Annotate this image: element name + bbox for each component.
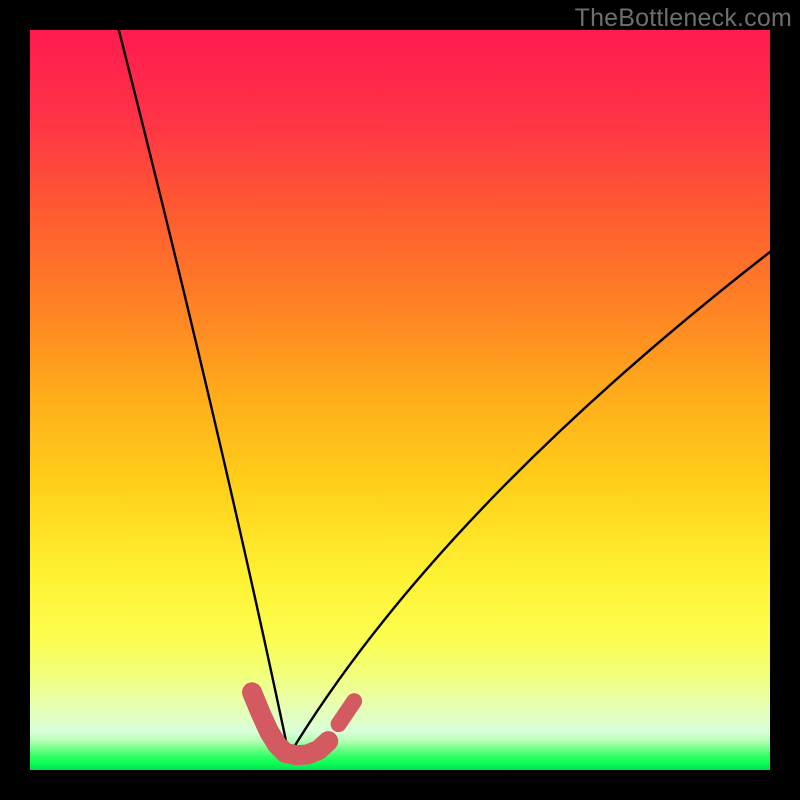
plot-svg: [30, 30, 770, 770]
watermark-text: TheBottleneck.com: [575, 4, 792, 33]
stage: TheBottleneck.com: [0, 0, 800, 800]
plot-area: [30, 30, 770, 770]
gradient-background: [30, 30, 770, 770]
